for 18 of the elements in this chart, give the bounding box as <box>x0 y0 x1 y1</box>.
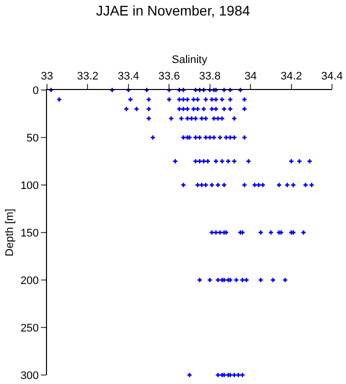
chart-title: JJAE in November, 1984 <box>96 2 250 19</box>
x-axis-title: Salinity <box>172 54 208 66</box>
y-tick-label: 250 <box>20 322 39 334</box>
x-tick-label: 33.4 <box>118 70 140 83</box>
y-tick-label: 300 <box>20 370 39 382</box>
y-axis-title: Depth [m] <box>4 208 16 256</box>
y-tick-label: 50 <box>26 132 39 144</box>
x-tick-label: 34 <box>244 70 257 83</box>
x-tick-label: 33 <box>40 70 54 83</box>
y-tick-label: 100 <box>20 180 39 192</box>
x-tick-label: 33.8 <box>199 70 221 83</box>
x-tick-label: 34.2 <box>280 70 302 83</box>
y-tick-label: 200 <box>20 274 39 287</box>
y-tick-label: 150 <box>20 227 39 240</box>
y-tick-label: 0 <box>32 84 39 97</box>
x-tick-label: 33.2 <box>77 70 98 83</box>
x-tick-label: 33.6 <box>158 70 180 83</box>
x-tick-label: 34.4 <box>321 70 343 83</box>
